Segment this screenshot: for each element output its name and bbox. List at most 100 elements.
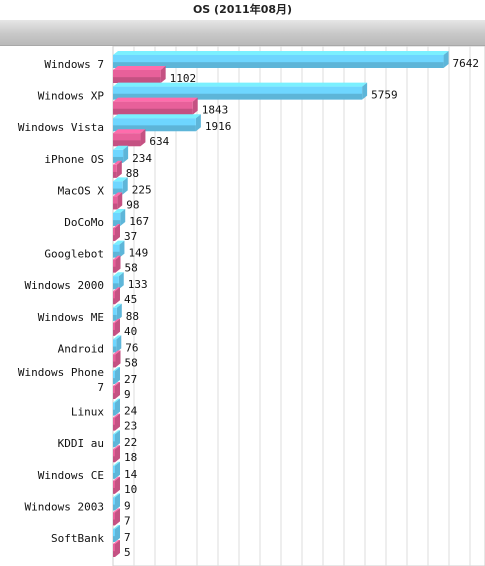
bar [113,434,115,448]
bar-top [113,413,120,418]
bar-series-1 [113,82,368,100]
bar [113,529,115,542]
bar-top [113,525,120,529]
bar-top [113,145,129,150]
bar-shade [113,314,117,321]
value-label: 7 [124,514,131,527]
bar-side [115,508,120,526]
bar-series-1 [113,430,120,448]
bar-side [117,192,123,210]
bar-top [113,287,120,292]
value-label: 133 [128,278,148,291]
bar-top [113,493,120,498]
bar-series-2 [113,192,123,210]
bar-series-1 [113,303,122,321]
bar-shade [113,504,115,511]
value-label: 7 [124,531,131,544]
bar [113,497,115,511]
value-label: 37 [124,230,137,243]
category-label: KDDI au [58,437,104,450]
bar-shade [113,171,117,178]
bar-shade [113,203,118,210]
bar-top [113,508,120,513]
bar [113,449,115,463]
bar-side [195,114,201,132]
bar-top [113,398,120,403]
value-label: 88 [126,310,139,323]
bar-top [113,430,120,435]
bar-shade [113,487,115,494]
value-label: 22 [124,436,137,449]
bar-top [113,367,120,371]
bar-side [115,461,120,479]
bar [113,259,116,273]
bar-shade [113,108,193,115]
bar-series-2 [113,224,120,241]
value-label: 225 [132,183,152,196]
value-label: 58 [125,356,138,369]
bar-series-2 [113,97,198,115]
bar [113,322,115,336]
bar-shade [113,93,363,100]
bar-shade [113,456,115,463]
value-label: 5759 [371,89,398,102]
bar-series-1 [113,209,126,226]
category-label: SoftBank [51,532,104,545]
bar-shade [113,329,115,336]
bar-side [115,430,120,448]
bar-series-1 [113,145,129,163]
value-label: 23 [124,420,137,433]
category-label: Windows XP [38,90,105,103]
bar-shade [113,519,115,526]
bar-top [113,51,449,55]
bar-side [120,209,126,226]
value-label: 14 [124,468,138,481]
bar [113,354,116,368]
bar-series-1 [113,177,128,195]
bar-shade [113,551,115,557]
bar [113,244,120,258]
grid-lines [112,46,485,566]
bar-shade [113,62,444,68]
bar-top [113,129,146,134]
bar-shade [113,393,115,399]
bar [113,149,124,163]
bar-series-1 [113,240,125,258]
bar-shade [113,77,161,83]
bar-series-2 [113,287,120,305]
bar-side [115,476,120,494]
bar-series-1 [113,493,120,511]
category-label: Windows 2000 [25,279,104,292]
bar-side [119,240,125,258]
bar-side [115,382,120,399]
chart-title: OS (2011年08月) [192,3,293,16]
bar-series-2 [113,540,120,557]
bar [113,181,123,195]
bar-top [113,97,198,102]
bar [113,544,115,557]
category-label: MacOS X [58,184,105,197]
bar-side [443,51,449,68]
bar [113,291,115,305]
bar-side [115,350,121,368]
bar-shade [113,441,115,448]
bar-side [116,303,122,321]
value-label: 10 [124,483,137,496]
bar-series-1 [113,367,120,384]
bar-shade [113,266,116,273]
bar-series-2 [113,476,120,494]
bar-series-2 [113,508,120,526]
bar-shade [113,472,115,479]
bar-side [122,177,128,195]
bar [113,276,119,290]
bar-shade [113,125,196,132]
category-labels: Windows 7 Windows XP Windows Vista iPhone O… [18,58,104,545]
bar-top [113,272,124,277]
bar-side [140,129,146,147]
bar-top [113,335,122,340]
bar-side [115,445,120,463]
value-label: 9 [124,499,131,512]
value-label: 634 [149,135,169,148]
bar-top [113,255,121,260]
bar-shade [113,346,117,353]
